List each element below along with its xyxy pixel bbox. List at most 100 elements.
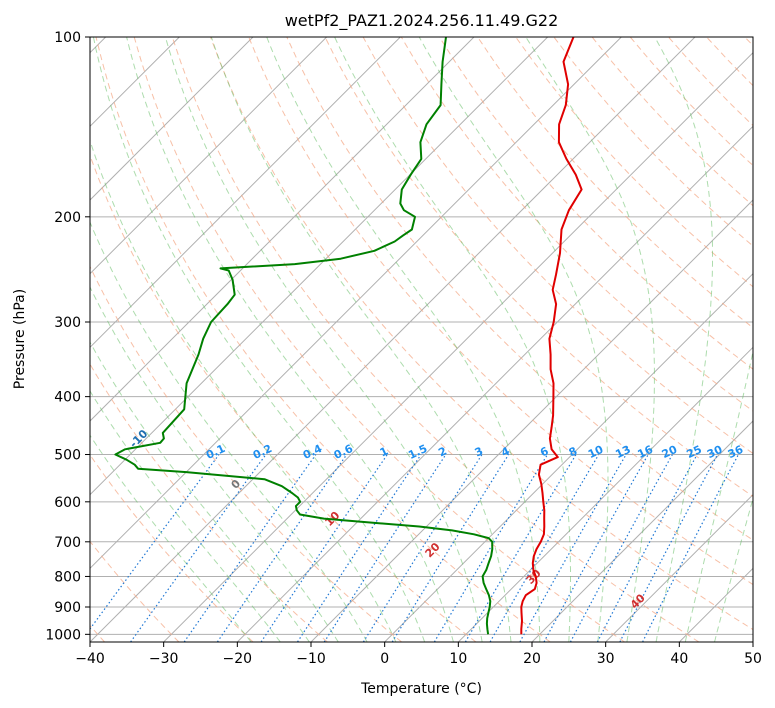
- mixing-ratio-label: 1.5: [406, 442, 429, 462]
- dry-adiabat-label: 40: [628, 591, 648, 611]
- x-tick-label: 40: [670, 651, 688, 667]
- mixing-ratio-line: [519, 454, 627, 642]
- dry-adiabat: [668, 37, 753, 127]
- isotherm-gridline: [90, 37, 254, 201]
- x-tick-label: −10: [296, 651, 326, 667]
- moist-adiabat: [164, 37, 483, 642]
- mixing-ratio-label: 30: [705, 443, 725, 461]
- isotherm-gridline: [90, 37, 328, 275]
- isotherm-gridline: [531, 420, 753, 642]
- mixing-ratio-label: 8: [567, 444, 579, 459]
- dry-adiabat: [324, 37, 753, 498]
- moist-adiabat: [126, 37, 454, 642]
- moist-adiabat: [92, 37, 426, 642]
- mixing-ratio-label: 25: [685, 443, 704, 461]
- mixing-ratio-line: [489, 454, 600, 642]
- moist-adiabat: [418, 37, 609, 642]
- temperature-profile-line: [520, 37, 583, 635]
- mixing-ratio-label: 10: [586, 443, 606, 461]
- moist-adiabat: [90, 434, 252, 642]
- mixing-ratio-line: [296, 454, 422, 642]
- dewpoint-profile-line: [114, 37, 494, 635]
- x-tick-label: −40: [75, 651, 105, 667]
- axes: −40 −30 −20 −10 0 10 20 30 40 5010009008007006005…: [45, 30, 762, 667]
- dry-adiabat: [744, 37, 753, 47]
- dry-adiabat-label: 0: [229, 477, 244, 492]
- y-tick-label: 800: [54, 569, 81, 585]
- x-tick-label: −30: [149, 651, 179, 667]
- chart-title: wetPf2_PAZ1.2024.256.11.49.G22: [285, 11, 559, 31]
- y-tick-label: 500: [54, 448, 81, 464]
- mixing-ratio-line: [130, 454, 267, 642]
- isotherm-gridline: [163, 51, 753, 642]
- y-tick-label: 900: [54, 600, 81, 616]
- y-tick-label: 400: [54, 390, 81, 406]
- dry-adiabat: [210, 37, 753, 631]
- y-tick-label: 300: [54, 315, 81, 331]
- mixing-ratio-line: [183, 454, 317, 642]
- dry-adiabat: [90, 153, 477, 642]
- moist-adiabat: [90, 390, 281, 642]
- isotherm-gridline: [752, 641, 753, 642]
- mixing-ratio-label: 36: [726, 443, 746, 461]
- y-tick-label: 1000: [45, 627, 81, 643]
- y-tick-label: 200: [54, 210, 81, 226]
- dry-adiabat: [477, 37, 753, 329]
- mixing-ratio-line: [596, 454, 698, 642]
- dry-adiabat: [90, 453, 254, 642]
- x-tick-label: 50: [744, 651, 762, 667]
- isotherm-gridline: [90, 37, 622, 570]
- dry-adiabat: [400, 37, 753, 412]
- y-tick-label: 100: [54, 30, 81, 46]
- moist-adiabat: [210, 37, 512, 642]
- x-tick-label: 30: [597, 651, 615, 667]
- dry-adiabat: [248, 37, 753, 586]
- mixing-ratio-line: [569, 454, 673, 642]
- isotherm-gridline: [310, 199, 753, 642]
- mixing-ratio-line: [323, 454, 447, 642]
- moist-adiabat: [334, 37, 571, 642]
- moist-adiabat: [684, 349, 753, 642]
- plot-frame: [89, 36, 754, 643]
- dry-adiabat: [133, 37, 625, 642]
- mixing-ratio-line: [464, 454, 577, 642]
- mixing-ratio-label: 2: [436, 444, 448, 459]
- dry-adiabat: [90, 363, 328, 642]
- dry-adiabat: [591, 37, 753, 207]
- mixing-ratio-label: 20: [660, 443, 680, 461]
- moist-adiabat: [90, 138, 397, 642]
- moist-adiabat: [90, 220, 368, 642]
- dry-adiabat: [95, 37, 551, 642]
- isotherm-gridline: [236, 125, 753, 642]
- x-tick-label: −20: [223, 651, 253, 667]
- plot-content: 0.10.20.40.611.52346810131620253036-100-…: [90, 37, 753, 642]
- y-tick-label: 600: [54, 495, 81, 511]
- moist-adiabat: [714, 497, 753, 642]
- mixing-ratio-line: [433, 454, 549, 642]
- x-tick-label: 0: [380, 651, 389, 667]
- mixing-ratio-line: [90, 454, 220, 630]
- isotherm-gridline: [384, 272, 753, 642]
- isotherm-gridline: [90, 37, 475, 422]
- moist-adiabat: [525, 37, 656, 642]
- dry-adiabat: [286, 37, 753, 541]
- mixing-ratio-line: [260, 454, 388, 642]
- mixing-ratio-label: 3: [473, 444, 485, 459]
- y-axis-title: Pressure (hPa): [12, 289, 28, 389]
- mixing-ratio-label: 16: [636, 443, 656, 461]
- mixing-ratio-label: 1: [378, 444, 390, 459]
- moist-adiabat: [90, 286, 339, 642]
- mixing-ratio-label: 0.2: [251, 442, 274, 462]
- x-tick-label: 10: [449, 651, 467, 667]
- x-tick-label: 20: [523, 651, 541, 667]
- mixing-ratio-line: [362, 454, 483, 642]
- dry-adiabat: [171, 37, 700, 642]
- mixing-ratio-label: 13: [613, 443, 632, 461]
- isotherm-gridline: [90, 37, 696, 642]
- isotherm-gridline: [605, 493, 753, 642]
- isotherm-gridline: [678, 567, 753, 642]
- mixing-ratio-line: [216, 454, 348, 642]
- dry-adiabat: [515, 37, 753, 288]
- plot-area: 0.10.20.40.611.52346810131620253036-100-…: [90, 37, 753, 642]
